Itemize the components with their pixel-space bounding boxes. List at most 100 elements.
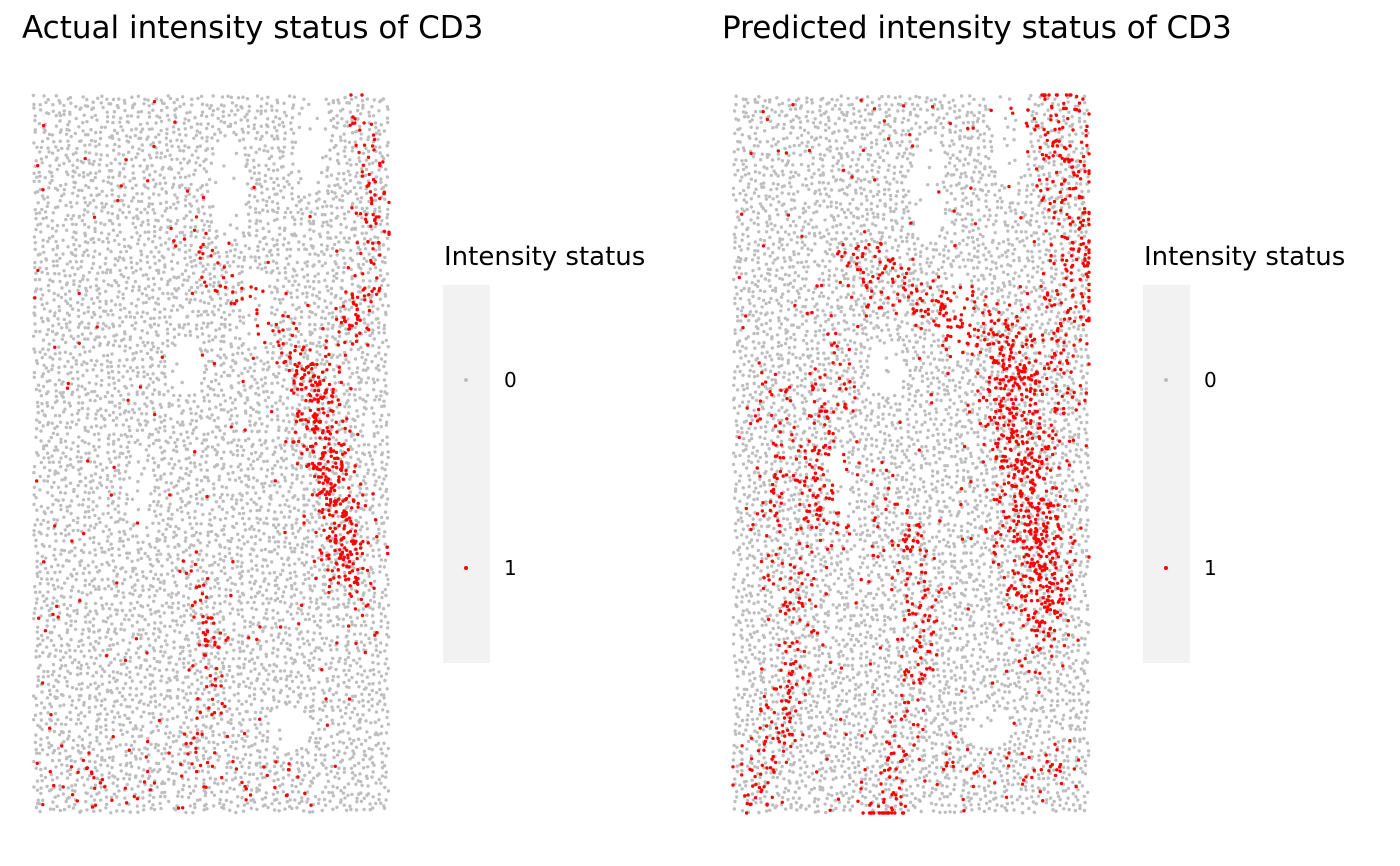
cell-point-0 [378,650,382,654]
cell-point-0 [62,400,67,404]
cell-point-0 [97,542,101,546]
cell-point-0 [139,593,143,597]
cell-point-0 [94,186,99,190]
cell-point-0 [70,420,74,424]
cell-point-0 [62,548,67,553]
cell-point-0 [272,180,276,185]
cell-point-0 [187,275,191,279]
cell-point-0 [72,282,76,287]
cell-point-0 [329,355,334,360]
cell-point-0 [120,199,125,203]
cell-point-0 [170,403,174,407]
cell-point-0 [39,633,44,638]
cell-point-0 [151,564,155,568]
cell-point-0 [33,523,37,527]
cell-point-0 [113,339,118,343]
cell-point-0 [355,532,359,536]
cell-point-0 [149,325,153,329]
cell-point-0 [313,274,317,278]
cell-point-0 [83,387,87,391]
cell-point-0 [276,480,280,484]
cell-point-0 [262,489,266,494]
cell-point-0 [303,435,307,439]
cell-point-0 [142,370,146,374]
cell-point-0 [187,473,191,477]
cell-point-0 [275,201,280,206]
cell-point-0 [59,637,64,641]
cell-point-0 [289,602,294,606]
cell-point-0 [105,359,110,363]
cell-point-0 [317,646,322,650]
cell-point-0 [45,597,49,601]
cell-point-0 [117,358,122,363]
cell-point-0 [338,494,342,498]
cell-point-0 [337,423,341,427]
cell-point-0 [113,627,118,631]
cell-point-0 [226,298,230,303]
cell-point-0 [249,587,254,591]
cell-point-0 [90,579,94,583]
cell-point-0 [185,447,190,452]
cell-point-0 [84,606,88,610]
cell-point-0 [109,219,113,223]
cell-point-0 [112,334,116,338]
cell-point-0 [386,107,390,111]
cell-point-0 [130,624,135,628]
cell-point-0 [55,518,59,522]
cell-point-0 [152,461,157,465]
cell-point-0 [373,579,377,583]
cell-point-0 [346,605,350,609]
cell-point-0 [34,387,38,392]
cell-point-0 [136,540,140,545]
cell-point-0 [105,474,110,478]
cell-point-0 [132,356,137,361]
cell-point-0 [309,512,313,516]
cell-point-0 [243,357,247,361]
cell-point-0 [207,540,211,544]
cell-point-0 [43,176,47,180]
cell-point-0 [200,409,204,413]
cell-point-0 [64,182,68,186]
cell-point-0 [288,541,292,546]
cell-point-0 [349,97,354,101]
cell-point-0 [261,485,265,489]
cell-point-0 [384,338,388,343]
cell-point-0 [289,670,293,674]
cell-point-0 [164,191,169,195]
cell-point-0 [128,608,132,613]
cell-point-0 [211,482,216,486]
cell-point-0 [100,378,104,383]
cell-point-0 [44,155,49,159]
cell-point-0 [68,504,72,508]
cell-point-0 [107,607,112,611]
cell-point-0 [174,222,178,226]
cell-point-0 [278,399,282,403]
cell-point-0 [277,271,281,275]
cell-point-0 [103,394,108,399]
cell-point-0 [264,654,269,659]
cell-point-0 [77,401,81,405]
cell-point-0 [41,293,45,297]
cell-point-0 [312,229,316,233]
cell-point-0 [201,256,205,260]
cell-point-0 [109,660,113,665]
cell-point-0 [336,183,340,187]
cell-point-0 [100,667,105,671]
cell-point-0 [66,156,70,160]
cell-point-0 [122,411,127,415]
cell-point-0 [338,135,343,139]
cell-point-0 [134,572,139,577]
cell-point-0 [158,660,162,664]
cell-point-0 [131,408,135,412]
cell-point-0 [305,503,309,507]
cell-point-0 [273,621,278,626]
cell-point-0 [342,350,347,355]
cell-point-0 [191,271,196,275]
cell-point-0 [224,356,228,360]
cell-point-0 [86,253,90,258]
cell-point-0 [77,188,81,192]
cell-point-0 [71,441,75,445]
cell-point-0 [275,308,279,312]
cell-point-0 [35,518,40,522]
cell-point-0 [125,134,129,138]
